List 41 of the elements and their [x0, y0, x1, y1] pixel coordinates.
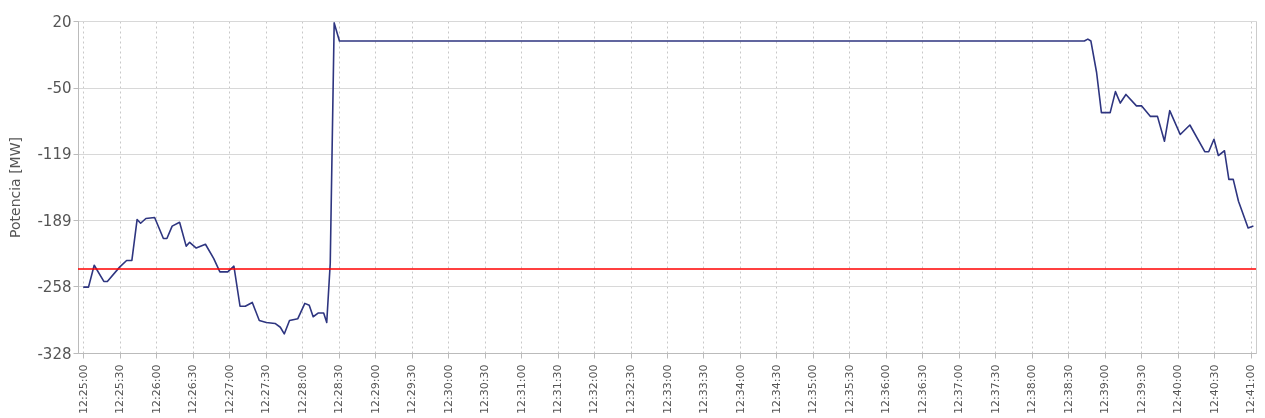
y-tick-label: -258 [37, 277, 72, 296]
x-tick-label: 12:32:30 [624, 364, 638, 414]
x-tick-label: 12:31:00 [514, 364, 528, 414]
x-tick-label: 12:25:00 [76, 364, 90, 414]
x-tick-label: 12:27:30 [259, 364, 273, 414]
x-tick-label: 12:34:00 [733, 364, 747, 414]
x-tick-label: 12:29:00 [368, 364, 382, 414]
x-tick-label: 12:33:00 [660, 364, 674, 414]
x-tick-label: 12:30:30 [478, 364, 492, 414]
x-tick-label: 12:34:30 [769, 364, 783, 414]
x-tick-label: 12:28:00 [295, 364, 309, 414]
x-tick-label: 12:31:30 [551, 364, 565, 414]
x-tick-label: 12:37:30 [988, 364, 1002, 414]
x-tick-label: 12:28:30 [332, 364, 346, 414]
x-tick-label: 12:36:00 [879, 364, 893, 414]
y-axis-title: Potencia [MW] [7, 137, 24, 238]
x-tick-label: 12:30:00 [441, 364, 455, 414]
x-tick-label: 12:38:30 [1061, 364, 1075, 414]
y-tick-label: -189 [37, 211, 72, 230]
x-tick-label: 12:35:00 [806, 364, 820, 414]
x-tick-label: 12:32:00 [587, 364, 601, 414]
x-tick-label: 12:26:30 [186, 364, 200, 414]
x-tick-label: 12:41:00 [1244, 364, 1258, 414]
y-tick-label: -328 [37, 344, 72, 363]
x-tick-label: 12:37:00 [952, 364, 966, 414]
line-series [82, 22, 1255, 335]
x-tick-label: 12:27:00 [222, 364, 236, 414]
x-tick-label: 12:39:00 [1098, 364, 1112, 414]
x-tick-label: 12:33:30 [696, 364, 710, 414]
x-tick-label: 12:40:30 [1207, 364, 1221, 414]
y-tick-label: 20 [52, 12, 72, 31]
x-tick-label: 12:40:00 [1171, 364, 1185, 414]
x-tick-label: 12:26:00 [149, 364, 163, 414]
y-tick-label: -50 [47, 79, 72, 98]
x-tick-label: 12:29:30 [405, 364, 419, 414]
y-tick-label: -119 [37, 145, 72, 164]
x-tick-label: 12:39:30 [1134, 364, 1148, 414]
x-tick-label: 12:36:30 [915, 364, 929, 414]
x-tick-label: 12:35:30 [842, 364, 856, 414]
x-tick-label: 12:38:00 [1025, 364, 1039, 414]
x-tick-label: 12:25:30 [113, 364, 127, 414]
